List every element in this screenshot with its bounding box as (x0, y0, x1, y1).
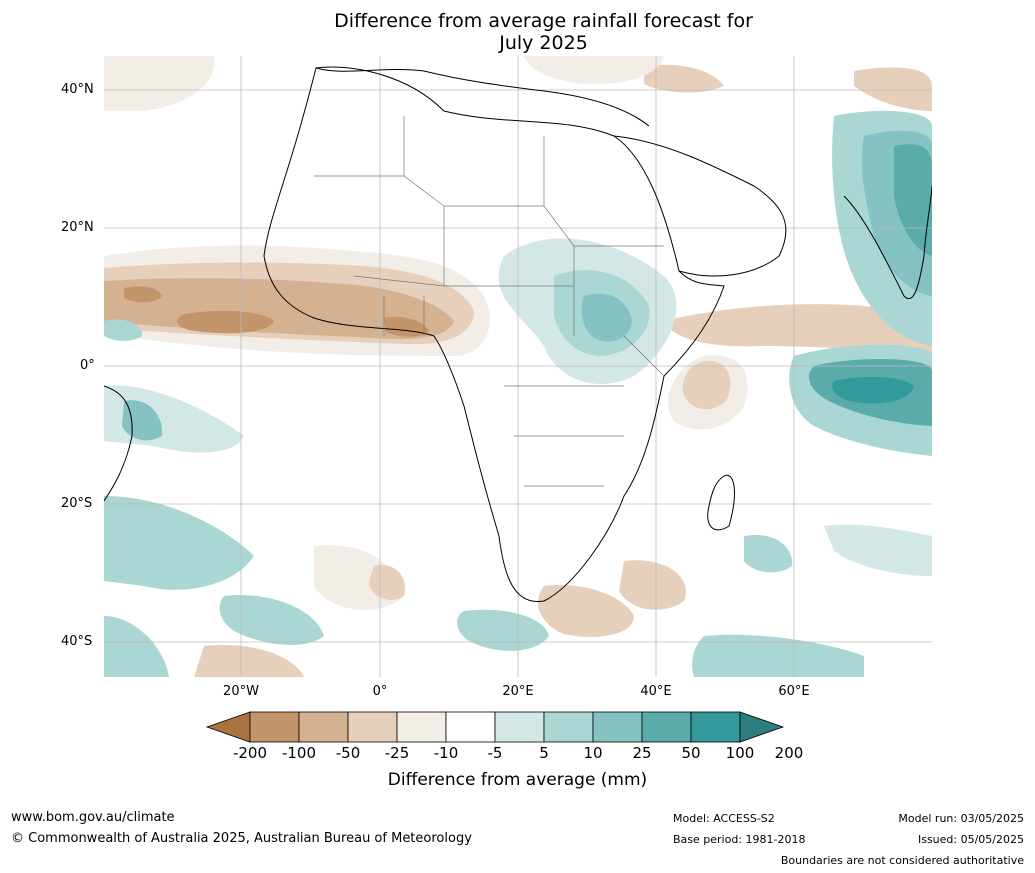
copyright-text: © Commonwealth of Australia 2025, Austra… (11, 831, 472, 846)
website-text: www.bom.gov.au/climate (11, 810, 175, 825)
lon-label-0: 0° (372, 684, 388, 699)
colorbar-swatch (690, 711, 741, 743)
title-line-2: July 2025 (499, 32, 588, 54)
graticule (104, 56, 932, 677)
lat-label-equator: 0° (80, 358, 95, 373)
disclaimer-text: Boundaries are not considered authoritat… (780, 854, 1024, 867)
colorbar-tick-label: 100 (725, 744, 755, 762)
issued-text: Issued: 05/05/2025 (917, 833, 1024, 846)
colorbar-tick-label: 50 (681, 744, 701, 762)
colorbar-swatch (347, 711, 398, 743)
lon-label-20e: 20°E (502, 684, 534, 699)
colorbar-tick-label: -200 (232, 744, 268, 762)
colorbar-swatch (543, 711, 594, 743)
lon-label-40e: 40°E (640, 684, 672, 699)
colorbar-tick-label: -5 (487, 744, 503, 762)
colorbar-tick-label: 5 (539, 744, 549, 762)
colorbar-tick-label: -50 (335, 744, 361, 762)
dry-anomaly-areas (104, 56, 932, 677)
colorbar-tick-label: 200 (774, 744, 804, 762)
lon-label-60e: 60°E (778, 684, 810, 699)
title-line-1: Difference from average rainfall forecas… (334, 10, 753, 32)
colorbar-end-low (205, 711, 251, 743)
country-boundaries (314, 116, 665, 487)
colorbar-swatch (494, 711, 545, 743)
colorbar-tick-label: -100 (281, 744, 317, 762)
coastlines (104, 66, 932, 603)
model-text: Model: ACCESS-S2 (673, 812, 775, 825)
colorbar-swatch (249, 711, 300, 743)
map-title: Difference from average rainfall forecas… (0, 10, 1035, 54)
colorbar-swatch (445, 711, 496, 743)
lat-label-40n: 40°N (61, 82, 94, 97)
map-canvas (104, 56, 932, 677)
colorbar-swatch (396, 711, 447, 743)
colorbar-swatch (641, 711, 692, 743)
colorbar-title: Difference from average (mm) (387, 770, 648, 790)
colorbar-end-high (739, 711, 785, 743)
lat-label-20n: 20°N (61, 220, 94, 235)
model-run-text: Model run: 03/05/2025 (898, 812, 1024, 825)
colorbar-tick-label: 25 (632, 744, 652, 762)
colorbar-tick-label: -25 (384, 744, 410, 762)
colorbar (205, 711, 785, 743)
rainfall-map (104, 56, 932, 677)
colorbar-tick-label: -10 (433, 744, 459, 762)
base-period-text: Base period: 1981-2018 (673, 833, 806, 846)
colorbar-swatch (298, 711, 349, 743)
colorbar-swatch (592, 711, 643, 743)
colorbar-tick-label: 10 (583, 744, 603, 762)
lon-label-20w: 20°W (223, 684, 259, 699)
lat-label-20s: 20°S (61, 496, 93, 511)
lat-label-40s: 40°S (61, 634, 93, 649)
